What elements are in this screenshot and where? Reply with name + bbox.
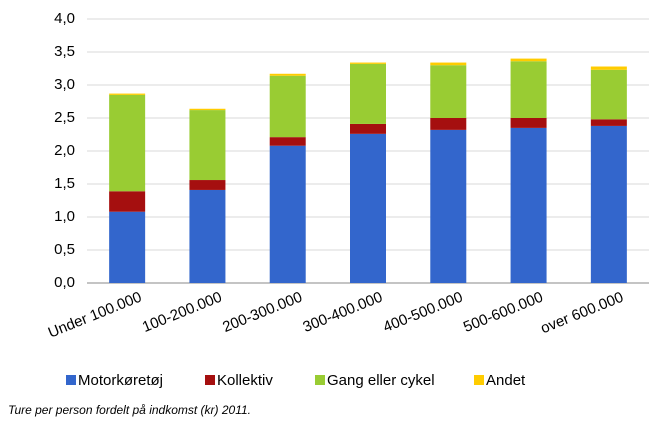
- legend-swatch: [66, 375, 76, 385]
- bar-segment: [590, 69, 627, 120]
- bar-segment: [269, 145, 306, 283]
- bar-segment: [590, 66, 627, 70]
- y-tick-label: 4,0: [54, 10, 75, 27]
- bar-segment: [189, 189, 226, 283]
- bar-segment: [350, 133, 386, 283]
- x-tick-label: 400-500.000: [381, 289, 465, 336]
- y-tick-label: 3,5: [54, 43, 75, 60]
- x-tick-label: 100-200.000: [140, 289, 224, 336]
- bar-segment: [430, 118, 467, 130]
- x-tick-label: 300-400.000: [301, 289, 385, 336]
- y-tick-label: 1,5: [54, 175, 75, 192]
- caption: Ture per person fordelt på indkomst (kr)…: [8, 403, 251, 417]
- bar-segment: [269, 75, 306, 138]
- bar-segment: [109, 94, 146, 192]
- bar-segment: [510, 58, 547, 62]
- y-tick-label: 0,5: [54, 241, 75, 258]
- bar-segment: [350, 63, 386, 124]
- y-tick-label: 3,0: [54, 76, 75, 93]
- bar-segment: [430, 129, 467, 283]
- bar-segment: [189, 180, 226, 190]
- x-tick-label: over 600.000: [538, 289, 626, 338]
- x-tick-label: Under 100.000: [46, 289, 144, 342]
- bar-segment: [430, 65, 467, 118]
- legend-swatch: [205, 375, 215, 385]
- bar-segment: [350, 62, 386, 64]
- bar-segment: [590, 125, 627, 283]
- bar-segment: [109, 93, 146, 95]
- legend-label: Andet: [486, 372, 526, 389]
- bar-segment: [590, 119, 627, 126]
- bar-segment: [350, 123, 386, 134]
- bar-segment: [430, 62, 467, 66]
- bar-segment: [269, 137, 306, 146]
- x-tick-label: 500-600.000: [461, 289, 545, 336]
- legend-swatch: [315, 375, 325, 385]
- bar-segment: [109, 211, 146, 283]
- x-tick-label: 200-300.000: [220, 289, 304, 336]
- bar-segment: [510, 118, 547, 128]
- bar-segment: [269, 73, 306, 76]
- bar-segment: [510, 61, 547, 118]
- y-tick-label: 0,0: [54, 274, 75, 291]
- bar-segment: [189, 108, 226, 111]
- y-tick-label: 2,0: [54, 142, 75, 159]
- y-tick-label: 2,5: [54, 109, 75, 126]
- bar-segment: [109, 191, 146, 212]
- legend-label: Kollektiv: [217, 372, 273, 389]
- legend-swatch: [474, 375, 484, 385]
- bar-segment: [189, 110, 226, 181]
- legend-label: Motorkøretøj: [78, 372, 163, 389]
- legend-label: Gang eller cykel: [327, 372, 435, 389]
- y-tick-label: 1,0: [54, 208, 75, 225]
- bar-segment: [510, 127, 547, 284]
